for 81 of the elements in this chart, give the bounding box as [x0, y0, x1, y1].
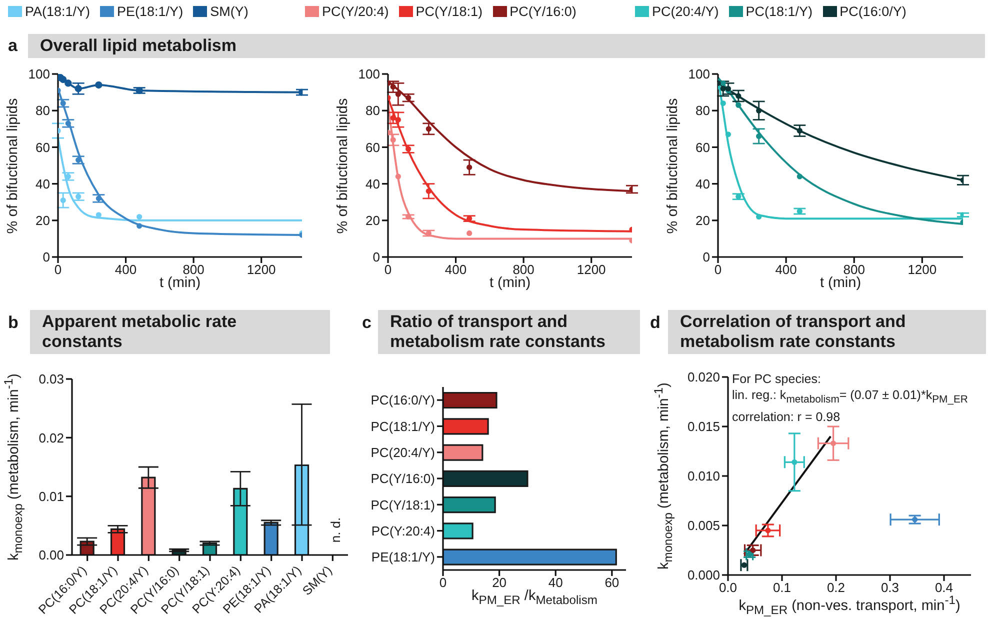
x-tick-label: 400: [775, 262, 797, 278]
y-tick-label: 0.000: [687, 568, 720, 583]
y-tick-label: 80: [696, 103, 710, 118]
x-tick-label: 0.1: [772, 580, 792, 596]
x-axis-title: t (min): [159, 275, 201, 291]
text: d: [650, 313, 660, 332]
y-tick-label: 80: [366, 103, 380, 118]
y-tick-label: PC(Y/18:1): [370, 497, 435, 512]
y-tick-label: 40: [696, 176, 710, 192]
legend-label: PC(Y/16:0): [510, 4, 576, 19]
x-axis-title: k$_{PM_ER}$ (non-ves. transport, min$^{-1}$): [738, 593, 960, 617]
y-tick-label: PE(18:1/Y): [371, 550, 435, 565]
text: c: [362, 313, 372, 332]
y-tick-label: 20: [696, 213, 710, 228]
legend-label: PC(18:1/Y): [746, 4, 813, 19]
x-tick-label: 0: [384, 262, 392, 278]
annotation: lin. reg.: k$_{metabolism}$= (0.07 ± 0.01)*k$_{PM_ER}$: [732, 388, 968, 406]
y-tick-label: 60: [366, 140, 380, 155]
y-tick-label: PC(16:0/Y): [370, 392, 435, 408]
x-tick-label: 1200: [246, 262, 276, 278]
x-tick-label: 20: [492, 575, 507, 590]
y-tick-label: 100: [358, 66, 380, 82]
text: b: [8, 313, 18, 332]
x-axis-title: k$_{PM_ER}$ /k$_{Metabolism}$: [472, 588, 598, 607]
chart-title: Ratio of transport and metabolism rate constants: [390, 312, 606, 351]
x-tick-label: 0: [439, 575, 447, 590]
legend-label: PE(18:1/Y): [117, 4, 184, 19]
x-tick-label: 0.0: [718, 580, 738, 596]
y-tick-label: 0.020: [687, 370, 720, 385]
y-tick-label: 80: [36, 103, 50, 118]
x-tick-label: 400: [114, 262, 137, 278]
y-tick-label: 0.02: [38, 430, 64, 446]
x-axis-title: t (min): [489, 275, 531, 291]
legend-label: PC(16:0/Y): [840, 4, 906, 19]
y-tick-label: PC(20:4/Y): [370, 444, 435, 460]
y-tick-label: 0: [42, 250, 50, 265]
y-tick-label: 0.005: [687, 518, 720, 534]
y-tick-label: 0.03: [38, 372, 64, 387]
y-tick-label: 40: [366, 176, 380, 192]
y-tick-label: 0.01: [38, 488, 64, 504]
y-tick-label: 20: [366, 213, 380, 228]
x-tick-label: 0.4: [934, 580, 954, 596]
x-tick-label: 1200: [576, 262, 606, 278]
y-tick-label: 0.010: [687, 468, 720, 484]
y-tick-label: 60: [696, 140, 710, 155]
y-tick-label: 0: [702, 250, 710, 265]
legend-label: PC(Y/18:1): [416, 4, 483, 19]
chart-title: Apparent metabolic rate constants: [42, 312, 237, 351]
text: a: [8, 36, 18, 55]
y-axis-title: % of bifuctional lipids: [335, 98, 351, 234]
x-tick-label: 0.3: [880, 580, 900, 596]
y-tick-label: 20: [36, 213, 50, 228]
x-tick-label: 40: [548, 575, 563, 590]
annotation: correlation: r = 0.98: [732, 410, 840, 424]
x-axis-title: t (min): [820, 275, 862, 291]
legend-label: PC(Y/20:4): [322, 4, 389, 19]
y-tick-label: 40: [36, 176, 50, 192]
x-tick-label: 0.2: [826, 580, 846, 596]
x-tick-label: 800: [182, 262, 204, 278]
y-axis-title: % of bifuctional lipids: [5, 98, 21, 234]
y-tick-label: PC(Y/16:0): [370, 471, 435, 486]
y-axis-title: % of bifuctional lipids: [665, 98, 681, 234]
x-tick-label: 400: [444, 262, 467, 278]
y-tick-label: 100: [28, 66, 50, 82]
annotation: n. d.: [328, 517, 343, 543]
chart-title: Overall lipid metabolism: [40, 36, 237, 55]
x-tick-label: 800: [512, 262, 534, 278]
x-tick-label: 1200: [908, 262, 937, 278]
legend-label: PA(18:1/Y): [25, 4, 90, 19]
x-tick-label: 60: [604, 575, 620, 590]
y-tick-label: 0.00: [38, 548, 64, 563]
x-tick-label: 800: [843, 262, 865, 278]
y-tick-label: 0: [372, 250, 380, 265]
y-tick-label: 0.015: [687, 419, 720, 434]
y-tick-label: PC(18:1/Y): [370, 418, 435, 434]
annotation: For PC species:: [732, 372, 821, 386]
y-tick-label: PC(Y:20:4): [371, 523, 435, 538]
y-tick-label: 60: [36, 140, 50, 155]
y-tick-label: 100: [688, 66, 710, 82]
legend-label: SM(Y): [210, 4, 248, 19]
chart-title: Correlation of transport and metabolism rate constants: [680, 312, 906, 351]
